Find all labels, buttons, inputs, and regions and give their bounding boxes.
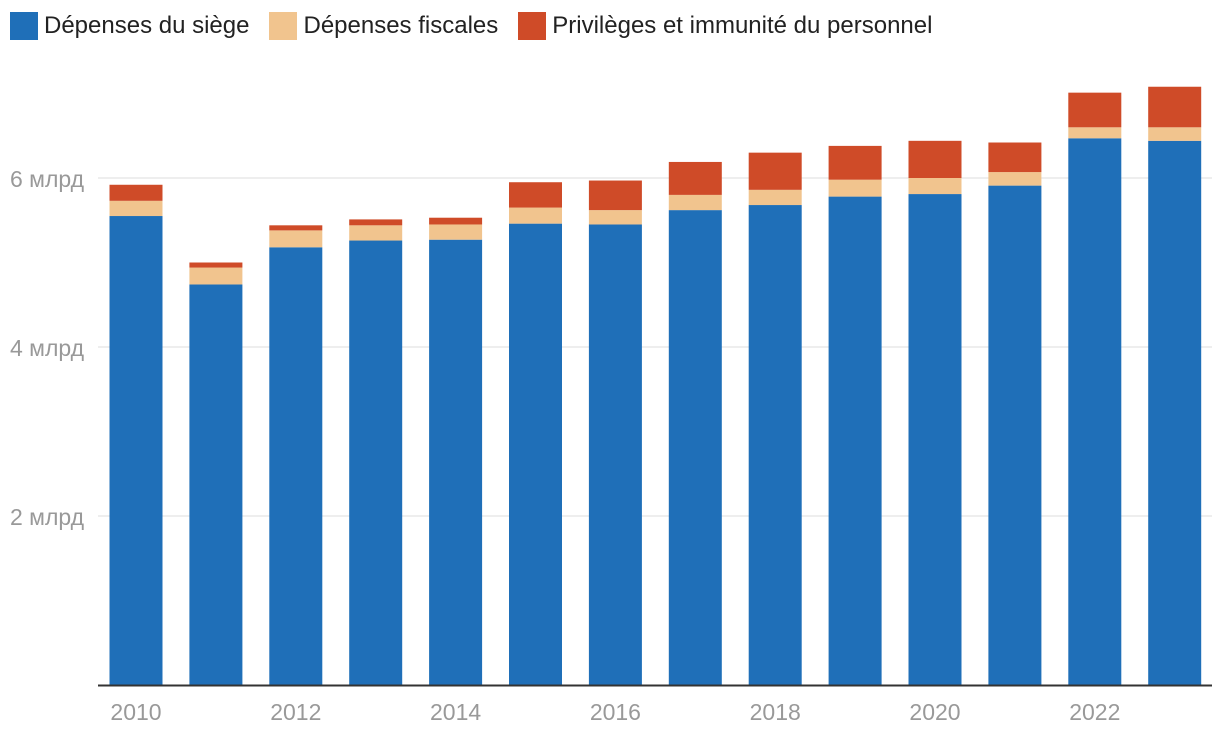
legend-item-siege: Dépenses du siège [10, 12, 249, 40]
bar-segment [349, 240, 403, 685]
bar-segment [269, 247, 323, 686]
y-tick-label: 2 млрд [10, 504, 85, 530]
bar-segment [429, 224, 483, 240]
legend-swatch-privileges [518, 12, 547, 40]
bar-segment [109, 200, 163, 217]
bar-segment [988, 185, 1042, 686]
x-tick-label: 2022 [1069, 699, 1120, 725]
bar-segment [1068, 127, 1122, 139]
x-tick-label: 2020 [909, 699, 960, 725]
legend-item-privileges: Privilèges et immunité du personnel [518, 12, 932, 40]
bar-segment [509, 182, 562, 208]
x-tick-label: 2016 [590, 699, 641, 725]
y-tick-label: 6 млрд [10, 166, 85, 192]
grid-layer [98, 177, 1212, 517]
bar-segment [748, 152, 802, 190]
bar-segment [1068, 92, 1122, 128]
legend-label-fiscales: Dépenses fiscales [303, 12, 499, 39]
bar-segment [908, 194, 962, 685]
bar-segment [668, 210, 722, 686]
legend-swatch-fiscales [269, 12, 298, 40]
legend-item-fiscales: Dépenses fiscales [269, 12, 498, 40]
bar-segment [349, 225, 403, 241]
x-tick-label: 2010 [110, 699, 161, 725]
bar-segment [1148, 127, 1202, 141]
bar-segment [988, 172, 1042, 186]
bar-segment [828, 179, 882, 197]
legend-swatch-siege [10, 12, 38, 40]
bar-segment [189, 262, 243, 268]
bar-segment [748, 189, 802, 206]
bar-segment [828, 145, 882, 180]
bar-segment [429, 217, 483, 225]
bar-segment [1068, 138, 1122, 685]
bar-segment [668, 194, 722, 211]
bar-segment [1148, 86, 1202, 128]
x-tick-label: 2012 [270, 699, 321, 725]
bar-segment [588, 180, 642, 211]
bar-segment [349, 219, 403, 226]
bar-segment [748, 205, 802, 686]
legend: Dépenses du siège Dépenses fiscales Priv… [10, 12, 932, 40]
axis-layer: 2 млрд 4 млрд 6 млрд 2010 2012 2014 2016 2018 20… [10, 166, 1212, 725]
x-tick-label: 2018 [750, 699, 801, 725]
bar-segment [189, 267, 243, 285]
legend-label-siege: Dépenses du siège [44, 12, 250, 39]
bar-segment [908, 140, 962, 178]
bar-segment [988, 142, 1042, 173]
bar-segment [509, 223, 562, 685]
bar-segment [269, 225, 323, 231]
bar-segment [509, 207, 562, 224]
bar-segment [588, 210, 642, 225]
bar-segment [109, 184, 163, 201]
bar-segment [668, 161, 722, 195]
bars-layer [109, 86, 1202, 686]
bar-segment [269, 230, 323, 248]
legend-label-privileges: Privilèges et immunité du personnel [552, 12, 933, 39]
bar-segment [429, 239, 483, 685]
x-tick-label: 2014 [430, 699, 481, 725]
bar-segment [828, 196, 882, 685]
bar-segment [109, 216, 163, 685]
bar-segment [588, 224, 642, 685]
bar-segment [908, 178, 962, 195]
bar-segment [189, 284, 243, 685]
y-tick-label: 4 млрд [10, 335, 85, 361]
bar-segment [1148, 140, 1202, 685]
